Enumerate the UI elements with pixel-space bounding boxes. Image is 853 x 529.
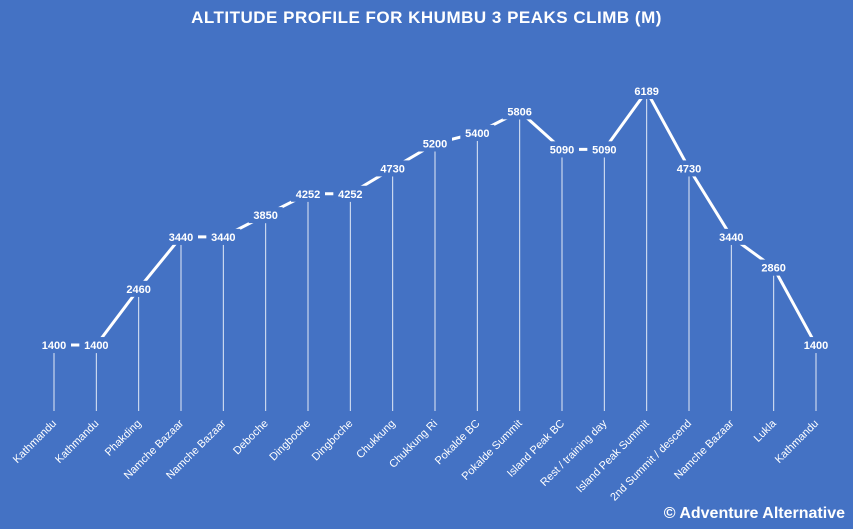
data-label: 2860 xyxy=(761,263,785,275)
data-label-mask xyxy=(629,83,664,100)
data-label: 1400 xyxy=(42,340,66,352)
data-label: 4730 xyxy=(677,163,701,175)
data-label: 4252 xyxy=(338,189,362,201)
data-label: 5806 xyxy=(507,106,531,118)
category-label: 2nd Summit / descend xyxy=(608,418,694,504)
copyright-text: © Adventure Alternative xyxy=(663,505,845,522)
data-label: 3440 xyxy=(169,232,193,244)
data-label: 3440 xyxy=(719,232,743,244)
data-label: 1400 xyxy=(804,340,828,352)
data-label: 4252 xyxy=(296,189,320,201)
category-label: Lukla xyxy=(752,417,780,445)
data-label-mask xyxy=(460,124,495,141)
data-label: 5090 xyxy=(592,144,616,156)
category-label: Deboche xyxy=(231,418,271,458)
category-label: Island Peak Summit xyxy=(574,418,652,496)
data-label-mask xyxy=(799,337,833,354)
data-label: 5400 xyxy=(465,128,489,140)
category-label: Kathmandu xyxy=(53,418,101,466)
category-label: Dingboche xyxy=(267,418,313,464)
data-label: 4730 xyxy=(380,163,404,175)
data-label-mask xyxy=(121,280,156,297)
data-label-mask xyxy=(206,228,241,245)
data-label-mask xyxy=(714,228,749,245)
data-label: 6189 xyxy=(634,86,658,98)
data-label-mask xyxy=(545,141,579,158)
data-label: 5200 xyxy=(423,138,447,150)
data-label-mask xyxy=(375,160,410,177)
category-label: Kathmandu xyxy=(11,418,59,466)
data-label-mask xyxy=(502,103,537,120)
category-label: Phakding xyxy=(103,418,144,459)
category-label: Chukkung xyxy=(354,418,398,462)
data-label-mask xyxy=(79,337,114,354)
data-label-mask xyxy=(248,207,283,224)
data-label-mask xyxy=(756,259,791,276)
data-label-mask xyxy=(587,141,622,158)
chart-title: ALTITUDE PROFILE FOR KHUMBU 3 PEAKS CLIM… xyxy=(191,8,662,27)
data-label: 3850 xyxy=(253,210,277,222)
data-label-mask xyxy=(291,185,325,202)
category-label: Dingboche xyxy=(310,418,356,464)
data-label: 3440 xyxy=(211,232,235,244)
category-label: Kathmandu xyxy=(773,418,821,466)
data-label-mask xyxy=(672,160,706,177)
data-label-mask xyxy=(164,228,198,245)
data-label-mask xyxy=(37,337,71,354)
data-label: 5090 xyxy=(550,144,574,156)
data-label-mask xyxy=(418,135,452,152)
data-label: 2460 xyxy=(126,284,150,296)
data-label-mask xyxy=(333,185,368,202)
data-label: 1400 xyxy=(84,340,108,352)
